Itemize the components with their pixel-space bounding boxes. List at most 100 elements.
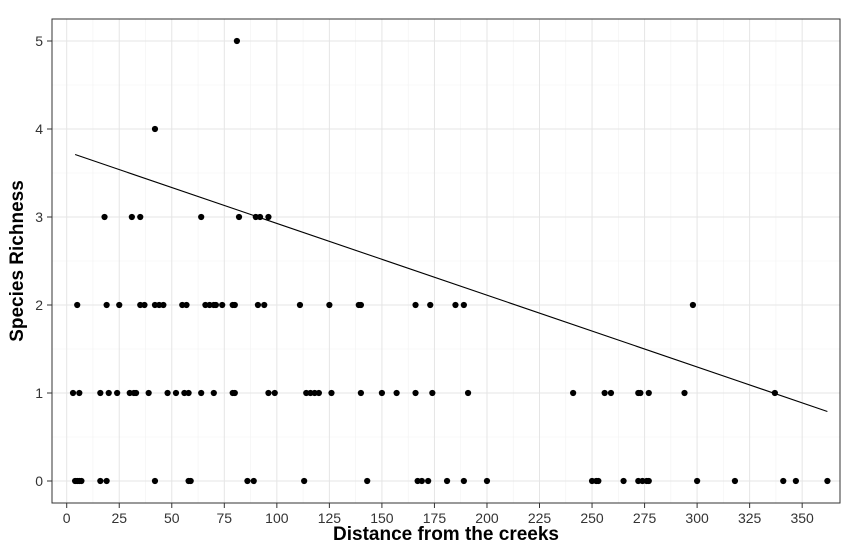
data-point bbox=[97, 389, 104, 397]
x-tick-label: 125 bbox=[318, 510, 342, 526]
data-point bbox=[103, 301, 110, 309]
data-point bbox=[78, 477, 85, 485]
x-axis: 0 25 50 75 100 125 150 175 200 225 250 275 300 325 350 bbox=[63, 503, 814, 526]
x-tick-label: 275 bbox=[633, 510, 657, 526]
data-point bbox=[731, 477, 739, 485]
data-point bbox=[412, 389, 419, 397]
data-point bbox=[357, 301, 364, 309]
x-tick-label: 225 bbox=[528, 510, 552, 526]
data-point bbox=[824, 477, 831, 485]
data-point bbox=[328, 389, 335, 397]
data-point bbox=[261, 301, 268, 309]
x-axis-title: Distance from the creeks bbox=[333, 524, 559, 545]
x-tick-label: 150 bbox=[370, 510, 394, 526]
data-point bbox=[187, 477, 194, 485]
grid-lines bbox=[52, 19, 840, 503]
data-point bbox=[412, 301, 419, 309]
x-tick-label: 50 bbox=[164, 510, 180, 526]
data-point bbox=[250, 477, 257, 485]
data-point bbox=[443, 477, 451, 485]
data-point bbox=[637, 389, 644, 397]
y-axis-title: Species Richness bbox=[7, 180, 28, 342]
data-point bbox=[172, 389, 180, 397]
data-point bbox=[689, 301, 697, 309]
data-point bbox=[601, 389, 608, 397]
y-tick-label: 2 bbox=[35, 297, 43, 313]
data-point bbox=[76, 389, 83, 397]
data-point bbox=[212, 301, 220, 309]
panel-border bbox=[51, 18, 841, 504]
data-point bbox=[315, 389, 322, 397]
data-point bbox=[607, 389, 615, 397]
data-point bbox=[265, 389, 272, 397]
data-points bbox=[69, 37, 831, 485]
data-point bbox=[151, 477, 159, 485]
y-tick-label: 4 bbox=[35, 121, 43, 137]
data-point bbox=[780, 477, 787, 485]
x-tick-label: 175 bbox=[423, 510, 447, 526]
data-point bbox=[74, 301, 81, 309]
data-point bbox=[198, 389, 205, 397]
data-point bbox=[271, 389, 278, 397]
data-point bbox=[425, 477, 432, 485]
data-point bbox=[137, 213, 144, 221]
data-point bbox=[357, 389, 364, 397]
x-tick-label: 200 bbox=[475, 510, 499, 526]
data-point bbox=[595, 477, 602, 485]
data-point bbox=[145, 389, 152, 397]
data-point bbox=[570, 389, 577, 397]
x-tick-label: 25 bbox=[111, 510, 127, 526]
x-tick-label: 350 bbox=[790, 510, 814, 526]
data-point bbox=[185, 389, 192, 397]
data-point bbox=[198, 213, 205, 221]
y-tick-label: 5 bbox=[35, 33, 43, 49]
data-point bbox=[101, 213, 108, 221]
data-point bbox=[254, 301, 262, 309]
data-point bbox=[231, 301, 238, 309]
x-tick-label: 100 bbox=[265, 510, 289, 526]
data-point bbox=[460, 301, 467, 309]
data-point bbox=[483, 477, 491, 485]
data-point bbox=[296, 301, 304, 309]
data-point bbox=[427, 301, 434, 309]
data-point bbox=[132, 389, 140, 397]
data-point bbox=[164, 389, 171, 397]
data-point bbox=[160, 301, 167, 309]
data-point bbox=[128, 213, 135, 221]
data-point bbox=[244, 477, 251, 485]
data-point bbox=[151, 125, 159, 133]
data-point bbox=[69, 389, 77, 397]
data-point bbox=[460, 477, 467, 485]
data-point bbox=[233, 37, 241, 45]
data-point bbox=[231, 389, 238, 397]
data-point bbox=[183, 301, 190, 309]
data-point bbox=[792, 477, 799, 485]
x-tick-label: 75 bbox=[217, 510, 233, 526]
data-point bbox=[219, 301, 226, 309]
data-point bbox=[378, 389, 386, 397]
data-point bbox=[620, 477, 627, 485]
data-point bbox=[418, 477, 425, 485]
data-point bbox=[681, 389, 688, 397]
x-tick-label: 250 bbox=[580, 510, 604, 526]
y-tick-label: 0 bbox=[35, 473, 43, 489]
data-point bbox=[141, 301, 148, 309]
data-point bbox=[429, 389, 436, 397]
data-point bbox=[645, 389, 652, 397]
data-point bbox=[452, 301, 459, 309]
data-point bbox=[326, 301, 333, 309]
x-tick-label: 300 bbox=[685, 510, 709, 526]
x-tick-label: 0 bbox=[63, 510, 71, 526]
data-point bbox=[114, 389, 121, 397]
data-point bbox=[301, 477, 308, 485]
x-tick-label: 325 bbox=[738, 510, 762, 526]
data-point bbox=[694, 477, 701, 485]
data-point bbox=[210, 389, 217, 397]
data-point bbox=[116, 301, 123, 309]
data-point bbox=[265, 213, 272, 221]
data-point bbox=[103, 477, 110, 485]
y-tick-label: 3 bbox=[35, 209, 43, 225]
data-point bbox=[645, 477, 652, 485]
data-point bbox=[105, 389, 112, 397]
